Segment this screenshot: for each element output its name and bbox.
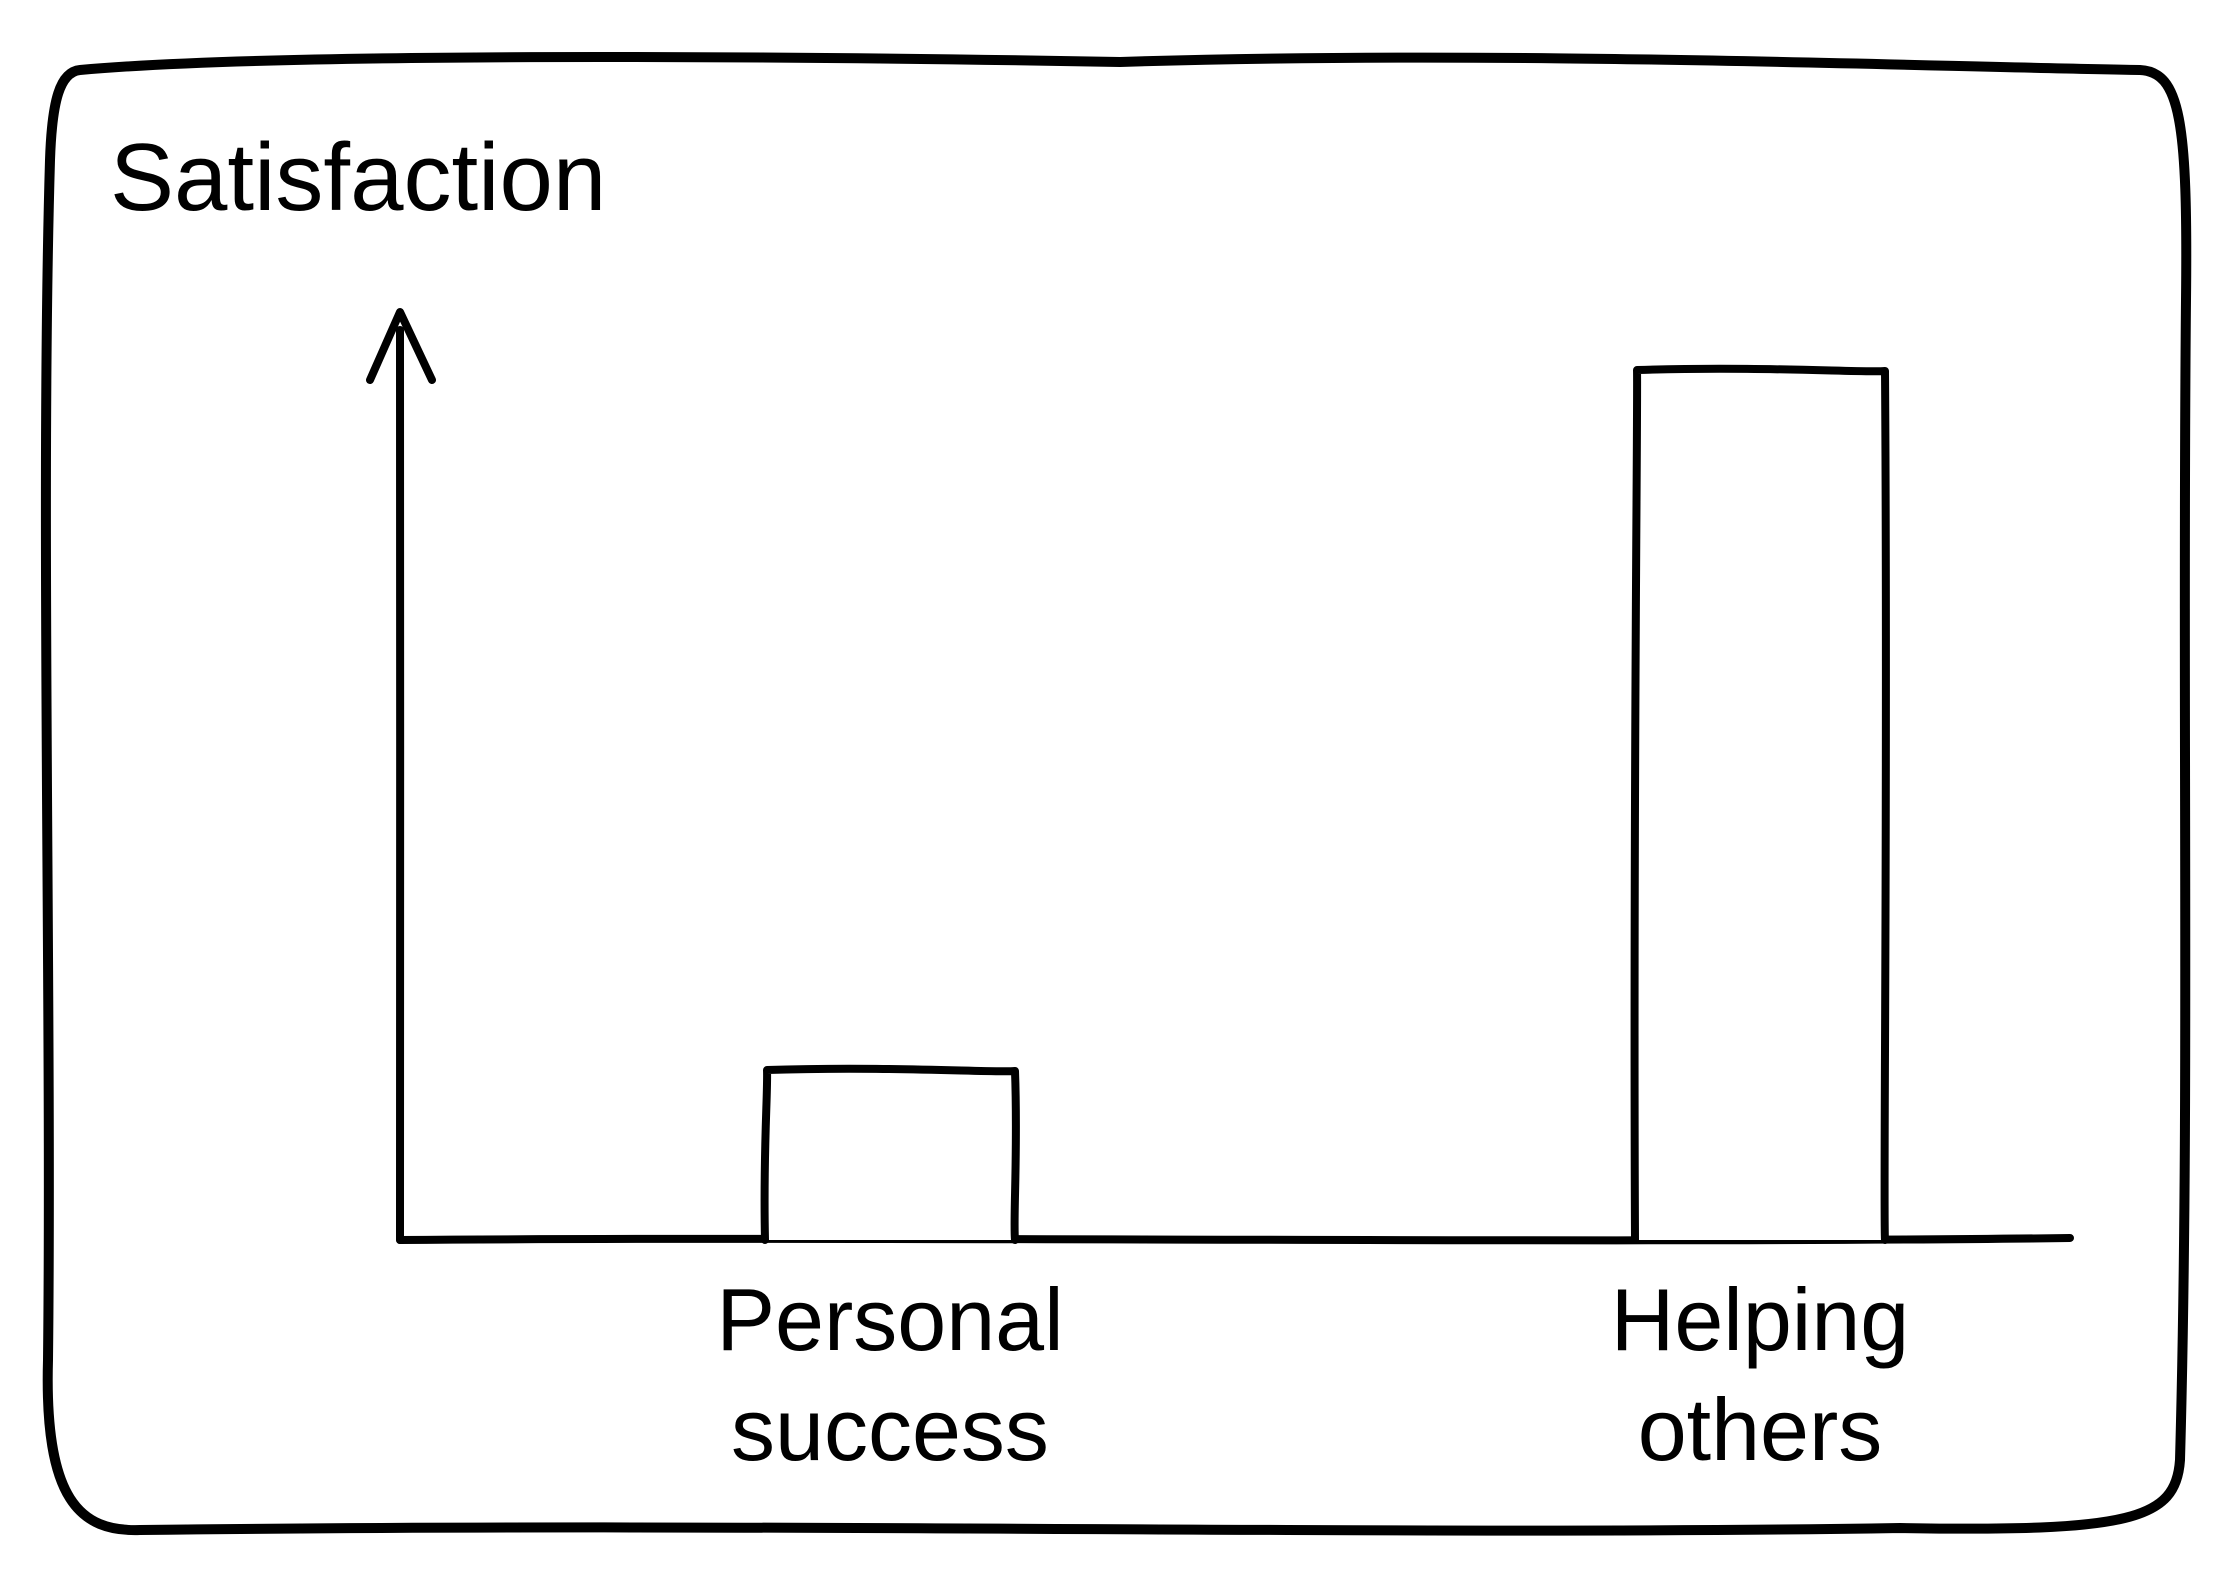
y-axis xyxy=(370,312,432,1240)
bar-label-1-line1: Helping xyxy=(1611,1270,1909,1369)
y-axis-label: Satisfaction xyxy=(110,124,606,231)
chart-canvas: Satisfaction Personal success Helping other… xyxy=(0,0,2228,1592)
bar-label-0-line1: Personal xyxy=(716,1270,1063,1369)
bar-1 xyxy=(1635,369,1886,1240)
bar-label-1-line2: others xyxy=(1638,1380,1883,1479)
bar-label-0-line2: success xyxy=(731,1380,1049,1479)
bar-labels-group: Personal success Helping others xyxy=(716,1270,1909,1479)
bar-0 xyxy=(765,1069,1016,1240)
bars-group xyxy=(765,369,1886,1240)
